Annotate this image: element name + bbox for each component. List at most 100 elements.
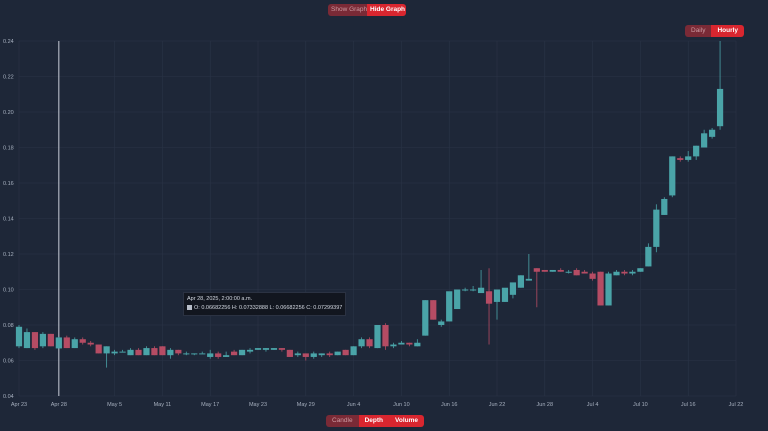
tooltip-ohlc-row: O: 0.06682256 H: 0.07332888 L: 0.0668225… <box>187 304 342 313</box>
candle <box>191 353 198 356</box>
candle <box>701 129 708 148</box>
candle <box>143 346 150 356</box>
candle <box>629 269 636 276</box>
candle-body <box>398 342 405 345</box>
candle <box>135 348 142 356</box>
candle <box>390 342 397 349</box>
candle-body <box>318 353 325 356</box>
candle <box>350 346 357 356</box>
candle-body <box>207 353 214 357</box>
candle <box>398 340 405 345</box>
candle-body <box>63 337 70 349</box>
candle <box>262 348 270 352</box>
candle-body <box>621 271 628 274</box>
candle <box>685 151 692 162</box>
candle <box>111 349 118 356</box>
x-tick-label: Jul 4 <box>587 402 599 408</box>
y-tick-label: 0.12 <box>3 252 14 258</box>
candle-body <box>119 351 126 353</box>
candle <box>374 325 381 349</box>
candle-body <box>517 275 525 288</box>
candle-body <box>549 269 556 272</box>
hide-graph-button[interactable]: Hide Graph <box>367 4 406 16</box>
y-axis: 0.24 0.22 0.20 0.18 0.16 0.14 0.12 0.10 0.08 0.06… <box>3 39 14 400</box>
candle <box>430 300 437 320</box>
candle <box>517 275 525 288</box>
y-tick-label: 0.14 <box>3 217 14 223</box>
candle <box>406 342 413 347</box>
candle-body <box>39 333 47 347</box>
candle-body <box>95 344 102 354</box>
volume-button[interactable]: Volume <box>389 415 425 427</box>
candle-body <box>645 246 652 267</box>
candle <box>565 269 572 274</box>
x-tick-label: Jun 10 <box>393 402 410 408</box>
candle-body <box>358 339 365 347</box>
candle <box>525 254 532 281</box>
candle-body <box>581 271 588 274</box>
show-graph-button[interactable]: Show Graph <box>328 4 367 16</box>
x-tick-label: May 11 <box>154 402 172 408</box>
candle-body <box>653 209 660 247</box>
y-tick-label: 0.18 <box>3 146 14 152</box>
candle <box>223 351 230 357</box>
candle <box>708 127 716 139</box>
candle <box>71 337 78 349</box>
candle-body <box>23 332 31 349</box>
candle <box>454 289 461 310</box>
x-axis: Apr 23 Apr 28 May 5 May 11 May 17 May 23 May 2… <box>11 402 743 408</box>
x-tick-label: Apr 28 <box>51 402 67 408</box>
candle <box>151 346 158 356</box>
x-tick-label: May 23 <box>249 402 267 408</box>
candle <box>246 348 254 354</box>
candle-body <box>661 198 668 215</box>
candle <box>716 41 724 130</box>
candle <box>207 349 214 359</box>
y-tick-label: 0.10 <box>3 288 14 294</box>
candle-body <box>79 339 86 343</box>
candle <box>661 197 668 215</box>
candle-body <box>254 348 262 350</box>
candle <box>422 300 429 336</box>
x-tick-label: Jul 22 <box>729 402 744 408</box>
candle <box>55 336 62 349</box>
candle-body <box>223 355 230 357</box>
candle-body <box>533 268 540 272</box>
candle <box>127 348 134 356</box>
candle-body <box>382 325 389 347</box>
series-swatch <box>187 305 192 311</box>
candle <box>438 319 445 327</box>
candle-body <box>167 349 174 356</box>
tooltip-date: Apr 28, 2025, 2:00:00 a.m. <box>187 296 253 302</box>
depth-button[interactable]: Depth <box>358 415 390 427</box>
candle <box>485 268 493 345</box>
candle-body <box>406 342 413 345</box>
x-tick-label: Jul 10 <box>633 402 648 408</box>
candle-body <box>701 133 708 148</box>
candle-body <box>693 145 700 157</box>
candle <box>87 340 94 347</box>
y-tick-label: 0.20 <box>3 110 14 116</box>
candle <box>693 145 700 160</box>
candle <box>270 348 278 350</box>
candle-body <box>183 353 190 355</box>
candle-body <box>477 287 485 294</box>
candle <box>334 351 341 356</box>
y-tick-label: 0.04 <box>3 394 14 400</box>
candle <box>342 349 349 356</box>
candle-body <box>565 271 572 273</box>
candle <box>302 353 309 361</box>
x-tick-label: Jun 28 <box>537 402 554 408</box>
candle-body <box>71 339 78 349</box>
hourly-button[interactable]: Hourly <box>711 25 745 37</box>
candle-body <box>15 326 23 347</box>
candle-body <box>87 342 94 345</box>
candle-body <box>350 346 357 356</box>
daily-button[interactable]: Daily <box>685 25 712 37</box>
candle-button[interactable]: Candle <box>326 415 359 427</box>
candle-body <box>278 348 286 350</box>
candle-body <box>103 346 110 354</box>
candle <box>215 351 222 359</box>
candle-body <box>677 158 684 160</box>
